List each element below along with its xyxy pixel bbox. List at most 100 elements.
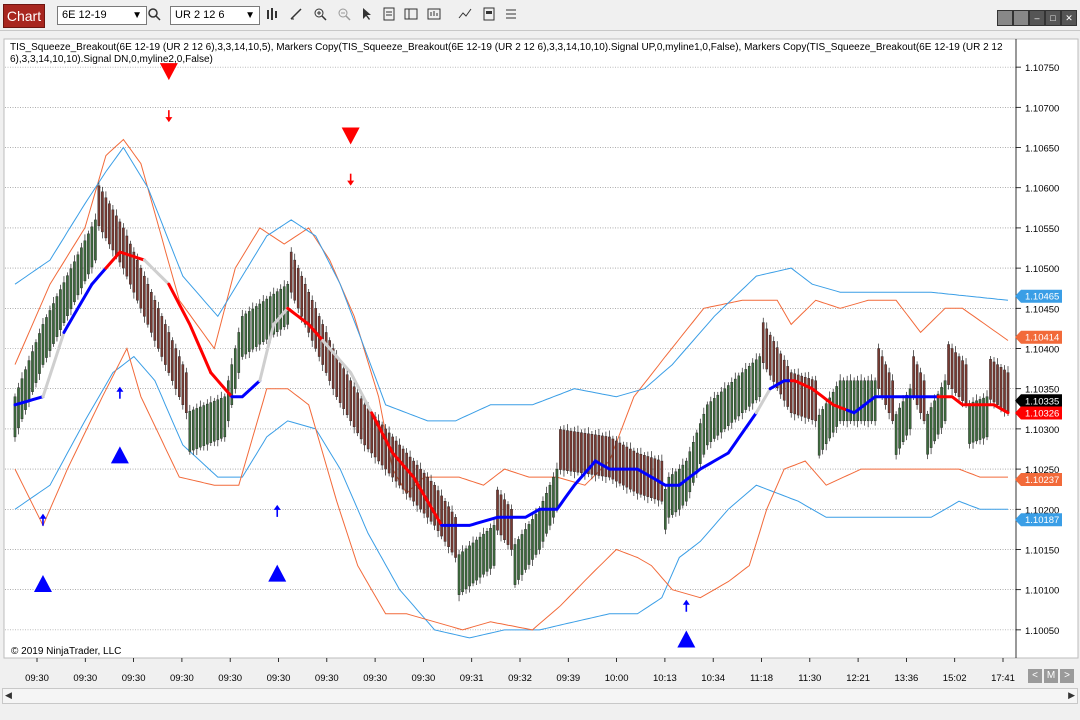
down-price-bar bbox=[380, 424, 384, 466]
data-box-icon[interactable] bbox=[481, 7, 497, 23]
up-price-bar bbox=[41, 324, 45, 365]
tile-window-2-icon[interactable] bbox=[1013, 10, 1029, 26]
down-price-bar bbox=[999, 367, 1003, 408]
down-price-bar bbox=[111, 209, 115, 251]
up-price-bar bbox=[908, 388, 912, 430]
down-price-bar bbox=[143, 275, 146, 317]
draw-tool-icon[interactable] bbox=[288, 7, 304, 23]
upper-outer-band-price-tag bbox=[1015, 330, 1062, 344]
down-price-bar bbox=[964, 364, 968, 405]
up-price-bar bbox=[824, 403, 828, 445]
down-price-bar bbox=[761, 322, 765, 363]
x-tick-label: 09:32 bbox=[508, 673, 532, 684]
down-price-bar bbox=[800, 375, 804, 417]
down-price-bar bbox=[499, 494, 503, 536]
up-price-bar bbox=[520, 534, 524, 575]
scroll-next-icon[interactable]: > bbox=[1060, 669, 1074, 683]
down-price-bar bbox=[601, 435, 604, 477]
down-price-bar bbox=[807, 378, 811, 419]
up-price-bar bbox=[702, 413, 706, 455]
y-tick-label: 1.10250 bbox=[1025, 465, 1059, 476]
down-price-bar bbox=[331, 348, 335, 389]
maximize-icon[interactable]: □ bbox=[1045, 10, 1061, 26]
scroll-left-icon[interactable]: ◀ bbox=[5, 690, 12, 700]
upper-inner-band bbox=[14, 146, 1009, 422]
up-price-bar bbox=[34, 342, 38, 383]
search-icon[interactable] bbox=[146, 7, 162, 23]
properties-icon[interactable] bbox=[381, 7, 397, 23]
down-price-bar bbox=[338, 362, 342, 403]
up-price-bar bbox=[905, 394, 908, 436]
down-price-bar bbox=[891, 380, 894, 422]
down-price-bar bbox=[450, 511, 454, 553]
x-tick-label: 09:39 bbox=[556, 673, 580, 684]
up-price-bar bbox=[192, 409, 195, 451]
price-chart[interactable]: 1.10050 1.10100 1.10150 1.10200 1.10250 1.103… bbox=[0, 38, 1080, 720]
up-price-bar bbox=[740, 372, 744, 414]
list-icon[interactable] bbox=[503, 7, 519, 23]
up-price-bar bbox=[59, 289, 62, 330]
down-price-bar bbox=[167, 332, 171, 373]
x-tick-label: 10:00 bbox=[605, 673, 629, 684]
chart-toolbar: Chart 6E 12-19 ▼ UR 2 12 6 ▼ – bbox=[0, 0, 1080, 31]
down-price-bar bbox=[1003, 369, 1006, 411]
chevron-down-icon: ▼ bbox=[132, 10, 142, 21]
instrument-selector[interactable]: 6E 12-19 ▼ bbox=[57, 6, 147, 25]
bar-type-selector[interactable]: UR 2 12 6 ▼ bbox=[170, 6, 260, 25]
buy-signal-arrowhead bbox=[39, 513, 47, 519]
templates-icon[interactable] bbox=[403, 7, 419, 23]
up-price-bar bbox=[681, 464, 685, 506]
down-price-bar bbox=[793, 373, 797, 415]
up-price-bar bbox=[926, 413, 929, 455]
down-price-bar bbox=[366, 408, 370, 450]
up-price-bar bbox=[216, 399, 220, 441]
up-price-bar bbox=[664, 488, 667, 530]
up-price-bar bbox=[538, 509, 541, 550]
pointer-icon[interactable] bbox=[359, 7, 375, 23]
up-price-bar bbox=[244, 313, 248, 355]
zoom-out-icon[interactable] bbox=[336, 7, 352, 23]
up-price-bar bbox=[894, 414, 898, 455]
minimize-icon[interactable]: – bbox=[1029, 10, 1045, 26]
y-tick-label: 1.10350 bbox=[1025, 385, 1059, 396]
up-price-bar bbox=[17, 387, 20, 429]
zoom-in-icon[interactable] bbox=[312, 7, 328, 23]
y-tick-label: 1.10450 bbox=[1025, 304, 1059, 315]
down-price-bar bbox=[615, 440, 618, 482]
x-tick-label: 09:30 bbox=[267, 673, 291, 684]
down-price-bar bbox=[597, 435, 601, 476]
scroll-reset-icon[interactable]: M bbox=[1044, 669, 1058, 683]
scroll-prev-icon[interactable]: < bbox=[1028, 669, 1042, 683]
up-price-bar bbox=[199, 406, 202, 448]
up-price-bar bbox=[968, 403, 971, 444]
chart-tab[interactable]: Chart bbox=[3, 4, 45, 28]
bar-style-icon[interactable] bbox=[264, 7, 280, 23]
tile-window-icon[interactable] bbox=[997, 10, 1013, 26]
up-price-bar bbox=[66, 275, 69, 317]
x-tick-label: 17:41 bbox=[991, 673, 1015, 684]
down-price-bar bbox=[101, 191, 104, 233]
up-price-bar bbox=[279, 288, 283, 330]
down-price-bar bbox=[150, 292, 153, 333]
up-price-bar bbox=[513, 544, 517, 585]
down-price-bar bbox=[146, 283, 150, 325]
close-icon[interactable]: ✕ bbox=[1061, 10, 1077, 26]
down-price-bar bbox=[307, 292, 311, 333]
up-price-bar bbox=[873, 380, 877, 422]
strategy-icon[interactable] bbox=[426, 7, 442, 23]
horizontal-scrollbar[interactable]: ◀ ▶ bbox=[2, 688, 1078, 704]
up-price-bar bbox=[723, 388, 727, 430]
up-price-bar bbox=[90, 226, 94, 268]
sell-signal-arrowhead bbox=[165, 117, 173, 123]
scroll-right-icon[interactable]: ▶ bbox=[1068, 690, 1075, 700]
up-price-bar bbox=[485, 531, 489, 572]
up-price-bar bbox=[226, 380, 230, 422]
up-price-bar bbox=[758, 356, 762, 397]
indicator-icon[interactable] bbox=[457, 7, 473, 23]
up-price-bar bbox=[674, 471, 678, 513]
up-price-bar bbox=[223, 396, 227, 438]
down-price-bar bbox=[324, 332, 328, 373]
y-tick-label: 1.10200 bbox=[1025, 505, 1059, 516]
down-price-bar bbox=[352, 386, 356, 428]
up-price-bar bbox=[936, 393, 940, 435]
